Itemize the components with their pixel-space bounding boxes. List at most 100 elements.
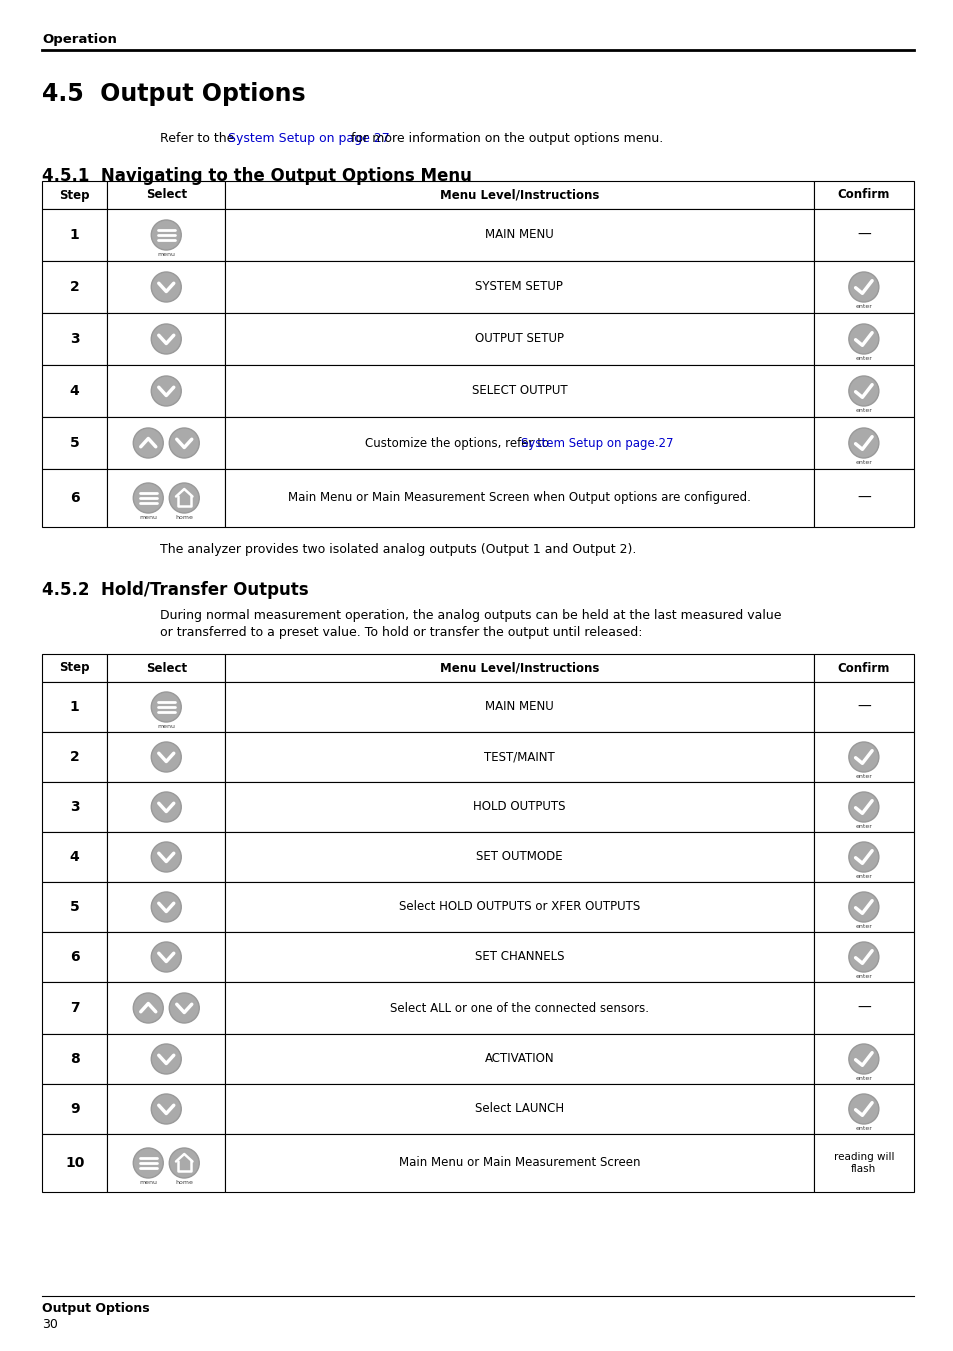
Circle shape [152,942,181,971]
Text: SELECT OUTPUT: SELECT OUTPUT [471,385,567,397]
Text: —: — [856,490,870,505]
Bar [225,365,813,417]
Bar [108,832,225,882]
Circle shape [152,1094,181,1124]
Bar [225,261,813,313]
Text: —: — [856,228,870,242]
Bar [813,313,913,365]
Bar [42,782,108,832]
Bar [225,682,813,732]
Text: home: home [175,1179,193,1185]
Text: enter: enter [855,1125,871,1131]
Text: Select: Select [146,662,187,674]
Bar [225,1034,813,1084]
Text: 30: 30 [42,1319,58,1331]
Bar [813,782,913,832]
Text: 3: 3 [70,332,79,346]
Circle shape [848,324,878,354]
Circle shape [152,220,181,250]
Bar [108,732,225,782]
Bar [108,417,225,469]
Bar [108,313,225,365]
Bar [42,882,108,932]
Text: reading will
flash: reading will flash [833,1152,893,1174]
Bar [225,417,813,469]
Bar [42,654,108,682]
Bar [42,732,108,782]
Bar [813,1133,913,1192]
Bar [108,1084,225,1133]
Bar [108,982,225,1034]
Bar [225,1133,813,1192]
Text: SET CHANNELS: SET CHANNELS [475,951,563,963]
Text: OUTPUT SETUP: OUTPUT SETUP [475,332,563,346]
Bar [225,313,813,365]
Bar [108,782,225,832]
Text: Step: Step [59,662,90,674]
Bar [813,469,913,527]
Bar [108,654,225,682]
Bar [813,209,913,261]
Text: 4.5  Output Options: 4.5 Output Options [42,82,305,105]
Text: Confirm: Confirm [837,189,889,201]
Bar [813,882,913,932]
Circle shape [152,376,181,407]
Text: enter: enter [855,1075,871,1081]
Bar [225,469,813,527]
Text: 2: 2 [70,750,79,765]
Circle shape [848,742,878,771]
Bar [108,882,225,932]
Text: menu: menu [157,253,175,257]
Circle shape [848,892,878,921]
Bar [225,782,813,832]
Text: 2: 2 [70,280,79,295]
Text: The analyzer provides two isolated analog outputs (Output 1 and Output 2).: The analyzer provides two isolated analo… [160,543,636,557]
Text: 6: 6 [70,950,79,965]
Text: enter: enter [855,824,871,830]
Text: 3: 3 [70,800,79,815]
Text: Output Options: Output Options [42,1302,150,1315]
Text: Operation: Operation [42,32,117,46]
Bar [813,682,913,732]
Bar [108,932,225,982]
Text: 10: 10 [65,1156,84,1170]
Bar [42,932,108,982]
Bar [225,209,813,261]
Text: Main Menu or Main Measurement Screen: Main Menu or Main Measurement Screen [398,1156,639,1170]
Bar [813,261,913,313]
Circle shape [133,1148,163,1178]
Bar [42,313,108,365]
Bar [225,181,813,209]
Bar [42,209,108,261]
Circle shape [848,1094,878,1124]
Bar [108,209,225,261]
Bar [42,832,108,882]
Text: enter: enter [855,408,871,413]
Text: System Setup on page 27: System Setup on page 27 [228,132,389,145]
Text: 4: 4 [70,384,79,399]
Bar [813,654,913,682]
Text: or transferred to a preset value. To hold or transfer the output until released:: or transferred to a preset value. To hol… [160,626,641,639]
Text: 5: 5 [70,900,79,915]
Text: 5: 5 [70,436,79,450]
Text: for more information on the output options menu.: for more information on the output optio… [347,132,662,145]
Bar [108,1133,225,1192]
Circle shape [152,324,181,354]
Bar [813,1084,913,1133]
Bar [813,732,913,782]
Circle shape [152,892,181,921]
Circle shape [133,484,163,513]
Text: SET OUTMODE: SET OUTMODE [476,851,562,863]
Text: 6: 6 [70,490,79,505]
Bar [108,469,225,527]
Bar [108,365,225,417]
Bar [42,1133,108,1192]
Text: ACTIVATION: ACTIVATION [484,1052,554,1066]
Bar [813,417,913,469]
Text: 4: 4 [70,850,79,865]
Text: MAIN MENU: MAIN MENU [484,701,553,713]
Text: Menu Level/Instructions: Menu Level/Instructions [439,189,598,201]
Text: HOLD OUTPUTS: HOLD OUTPUTS [473,801,565,813]
Text: 4.5.2  Hold/Transfer Outputs: 4.5.2 Hold/Transfer Outputs [42,581,309,598]
Text: 8: 8 [70,1052,79,1066]
